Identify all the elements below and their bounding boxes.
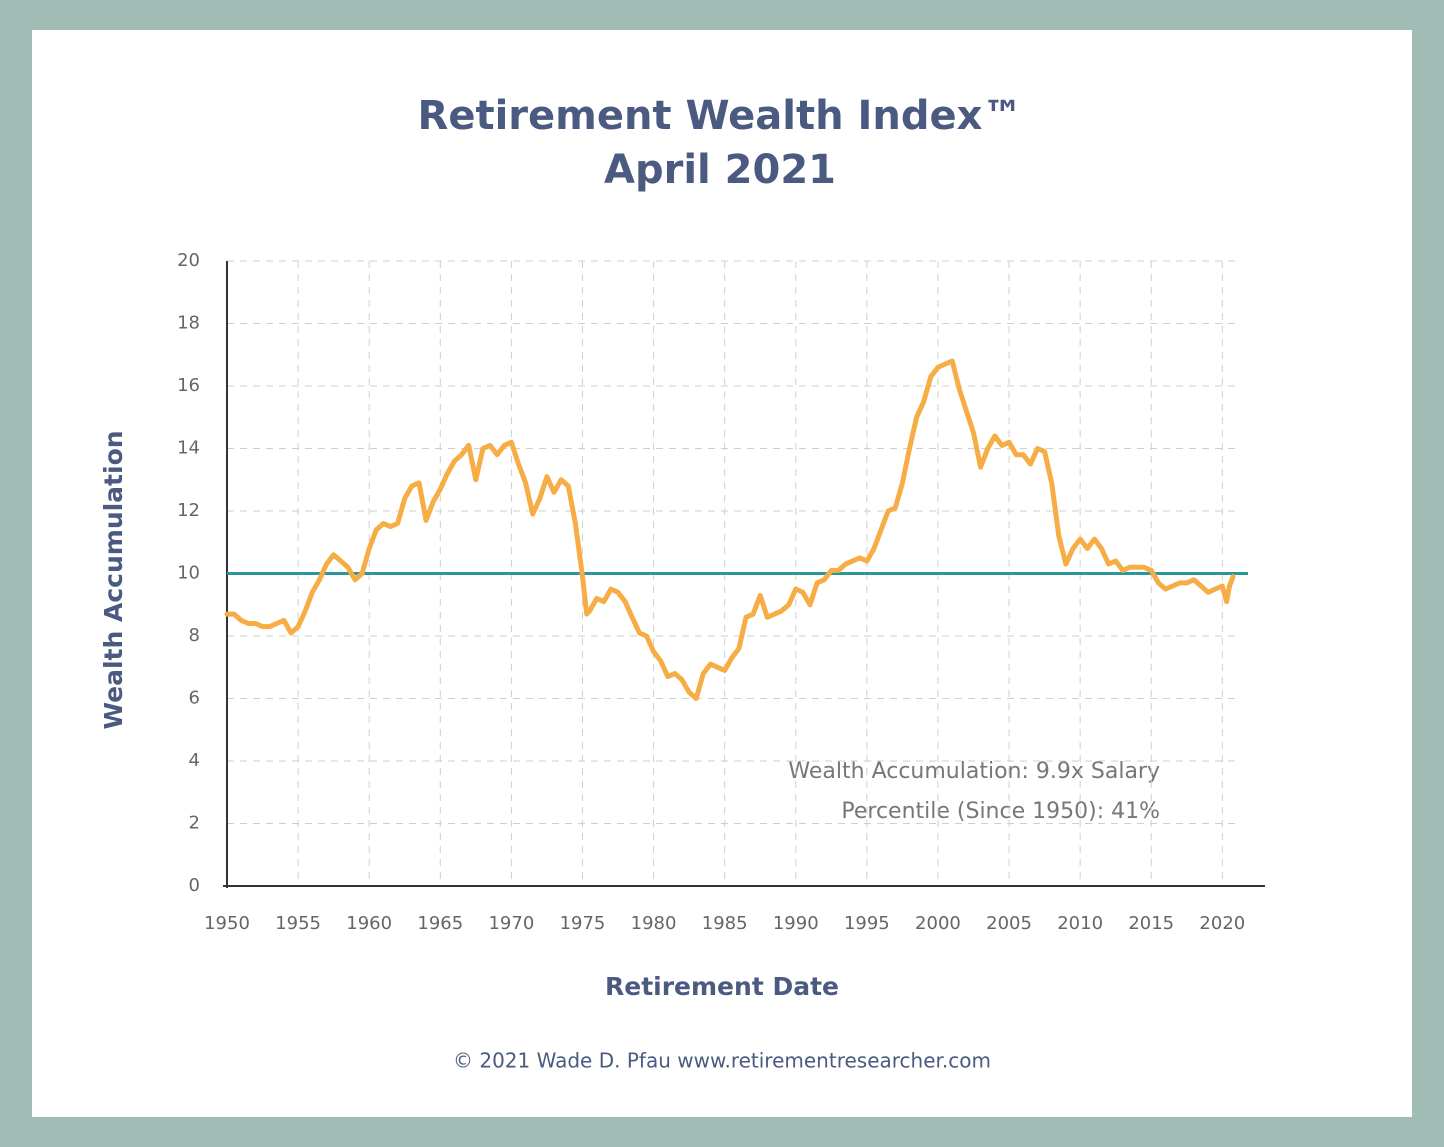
y-axis-title: Wealth Accumulation xyxy=(99,430,128,729)
x-tick-label: 2000 xyxy=(915,913,961,934)
x-tick-label: 1955 xyxy=(275,913,321,934)
y-tick-label: 0 xyxy=(189,875,200,896)
x-tick-label: 1980 xyxy=(631,913,677,934)
y-tick-label: 14 xyxy=(177,438,200,459)
x-tick-label: 1985 xyxy=(702,913,748,934)
x-tick-label: 2010 xyxy=(1057,913,1103,934)
y-tick-label: 10 xyxy=(177,563,200,584)
y-tick-label: 20 xyxy=(177,250,200,271)
y-tick-label: 16 xyxy=(177,375,200,396)
chart-title: Retirement Wealth Index™ xyxy=(418,93,1023,139)
x-tick-label: 1995 xyxy=(844,913,890,934)
annotation: Wealth Accumulation: 9.9x Salary xyxy=(788,759,1160,784)
x-tick-label: 1960 xyxy=(346,913,392,934)
x-tick-label: 2015 xyxy=(1128,913,1174,934)
x-tick-label: 1990 xyxy=(773,913,819,934)
y-tick-label: 12 xyxy=(177,500,200,521)
y-tick-label: 8 xyxy=(189,625,200,646)
y-tick-label: 6 xyxy=(189,688,200,709)
footer: © 2021 Wade D. Pfau www.retirementresear… xyxy=(453,1049,991,1073)
x-tick-label: 1965 xyxy=(417,913,463,934)
x-tick-label: 1970 xyxy=(488,913,534,934)
x-tick-label: 2005 xyxy=(986,913,1032,934)
y-tick-label: 4 xyxy=(189,750,200,771)
x-tick-label: 2020 xyxy=(1199,913,1245,934)
x-axis-title: Retirement Date xyxy=(605,972,839,1001)
x-tick-label: 1950 xyxy=(204,913,250,934)
y-tick-label: 2 xyxy=(189,813,200,834)
x-tick-label: 1975 xyxy=(560,913,606,934)
data-line xyxy=(224,358,1236,701)
annotation: Percentile (Since 1950): 41% xyxy=(841,799,1160,824)
y-tick-label: 18 xyxy=(177,313,200,334)
chart-subtitle: April 2021 xyxy=(604,147,836,193)
